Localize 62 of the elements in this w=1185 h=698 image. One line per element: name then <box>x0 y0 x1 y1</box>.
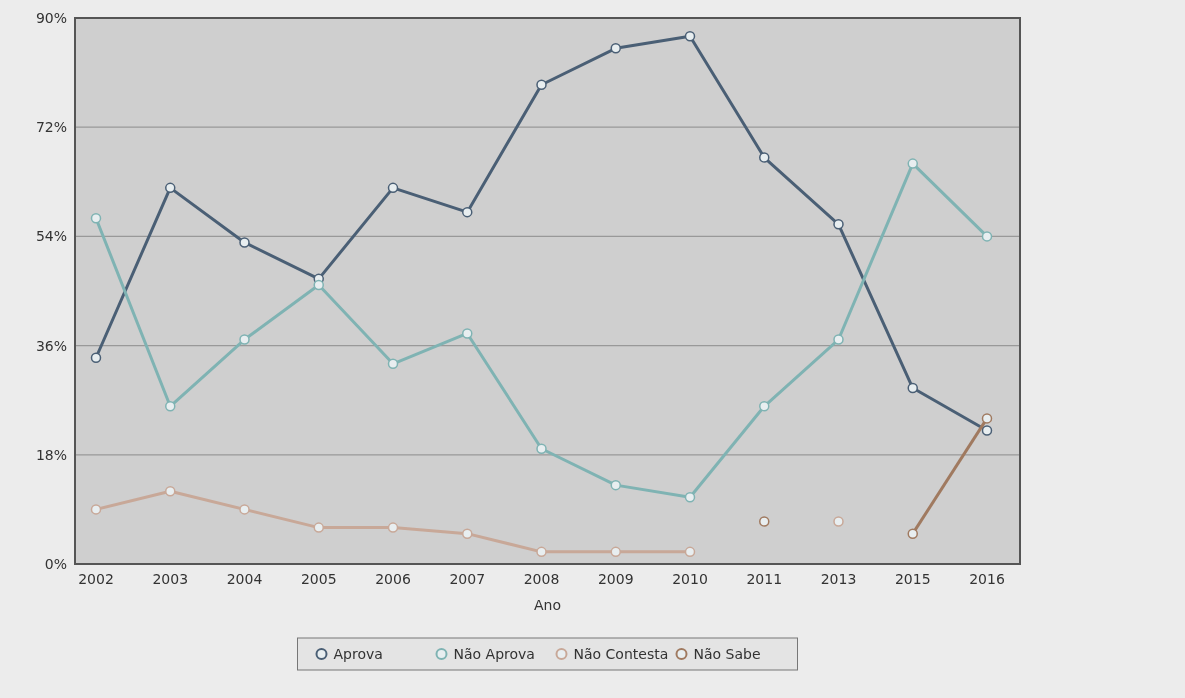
y-tick-label: 18% <box>35 446 67 463</box>
x-tick-label: 2008 <box>523 571 560 587</box>
x-tick-label: 2011 <box>746 571 783 587</box>
point <box>462 206 473 218</box>
point <box>684 546 696 558</box>
point <box>907 158 918 169</box>
legend-label: Não Sabe <box>693 645 761 662</box>
x-tick-label: 2013 <box>820 571 857 587</box>
point <box>536 443 547 454</box>
point <box>239 237 250 248</box>
point <box>536 79 547 90</box>
legend-label: Não Contesta <box>573 645 669 662</box>
y-tick-label: 72% <box>35 119 67 136</box>
point <box>684 492 696 503</box>
point <box>981 231 993 242</box>
x-tick-label: 2004 <box>226 571 263 587</box>
point <box>90 212 102 224</box>
point <box>313 279 324 291</box>
x-tick-label: 2007 <box>449 571 486 587</box>
x-tick-label: 2005 <box>300 571 337 587</box>
x-tick-label: 2006 <box>375 571 411 587</box>
x-tick-label: 2003 <box>152 571 189 587</box>
x-tick-label: 2016 <box>969 571 1005 587</box>
point <box>981 413 993 424</box>
y-tick-label: 0% <box>44 555 67 572</box>
point <box>610 546 621 558</box>
point <box>536 546 547 558</box>
point <box>462 328 473 339</box>
y-tick-label: 54% <box>35 228 67 245</box>
point <box>833 219 844 230</box>
point <box>165 401 176 412</box>
point <box>462 528 473 539</box>
legend-label: Não Aprova <box>453 645 535 662</box>
x-tick-label: 2015 <box>894 571 931 587</box>
point <box>239 334 250 345</box>
point <box>759 516 770 527</box>
x-tick-label: 2009 <box>597 571 634 587</box>
point <box>759 152 770 163</box>
x-axis-title: Ano <box>533 597 562 613</box>
point <box>90 352 102 363</box>
point <box>165 182 176 194</box>
point <box>239 504 250 515</box>
y-tick-label: 90% <box>35 9 67 26</box>
point <box>313 522 324 533</box>
point <box>759 401 770 412</box>
point <box>833 516 844 527</box>
point <box>387 358 399 370</box>
point <box>981 425 993 436</box>
x-tick-label: 2002 <box>78 571 114 587</box>
point <box>165 485 176 497</box>
legend-label: Aprova <box>333 645 383 662</box>
point <box>907 382 918 394</box>
y-tick-label: 36% <box>35 337 67 354</box>
x-tick-label: 2010 <box>672 571 708 587</box>
point <box>387 182 399 194</box>
point <box>907 528 918 539</box>
point <box>684 30 696 42</box>
point <box>610 479 621 491</box>
point <box>387 522 399 533</box>
point <box>833 334 844 345</box>
point <box>90 504 102 515</box>
point <box>610 43 621 54</box>
